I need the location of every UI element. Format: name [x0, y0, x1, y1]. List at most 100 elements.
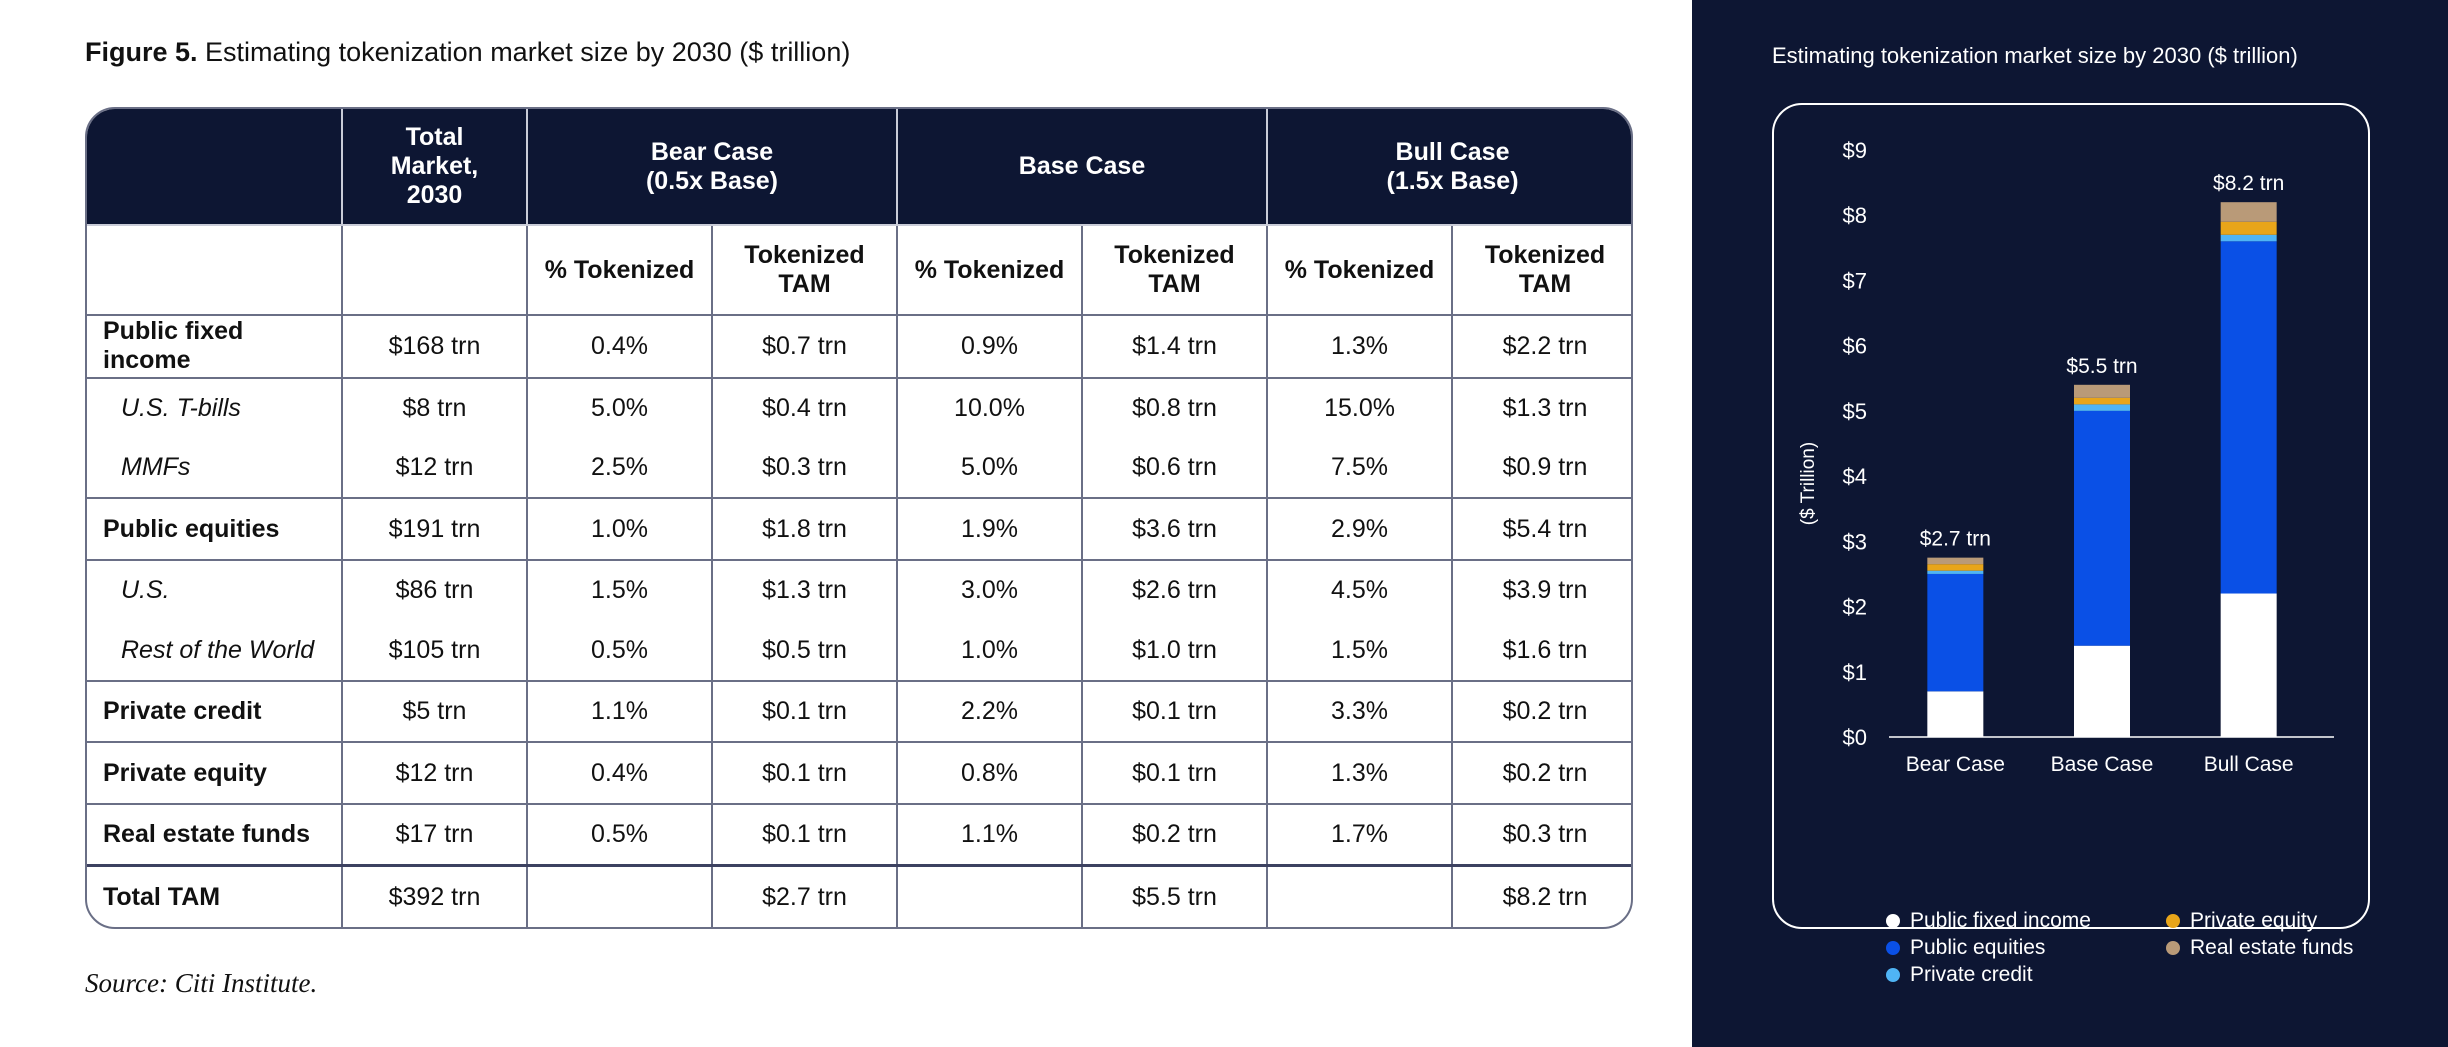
x-tick-label: Bull Case: [2204, 753, 2294, 776]
row-label: MMFs: [87, 438, 343, 500]
legend-dot-icon: [1886, 968, 1900, 982]
cell-bear-tam: $0.7 trn: [711, 314, 898, 379]
cell-bear-tam: $1.8 trn: [711, 497, 898, 561]
subheader-bull-pct: % Tokenized: [1266, 224, 1454, 316]
cell-base-tam: $0.1 trn: [1080, 741, 1269, 805]
cell-base-pct: 0.8%: [896, 741, 1083, 805]
legend-item: Public equities: [1886, 936, 2045, 960]
header-bull-label: Bull Case (1.5x Base): [1386, 137, 1519, 195]
x-tick-label: Base Case: [2051, 753, 2154, 776]
cell-bull-tam: $0.3 trn: [1451, 802, 1631, 867]
cell-bull-pct: [1266, 864, 1454, 927]
table-row: U.S. $86 trn 1.5% $1.3 trn 3.0% $2.6 trn 4.5% $…: [87, 558, 1631, 621]
cell-bull-pct: 7.5%: [1266, 438, 1454, 500]
subheader-bear-pct: % Tokenized: [526, 224, 713, 316]
cell-bear-tam: $0.4 trn: [711, 376, 898, 439]
subheader-base-tam-label: Tokenized TAM: [1114, 241, 1235, 298]
table-row: Private credit $5 trn 1.1% $0.1 trn 2.2% $0.1…: [87, 679, 1631, 744]
bar-segment: [1927, 570, 1984, 574]
row-label: Private equity: [87, 741, 343, 805]
cell-base-pct: 1.9%: [896, 497, 1083, 561]
cell-base-tam: $0.8 trn: [1080, 376, 1269, 439]
y-tick-label: $5: [1843, 399, 1867, 424]
cell-bear-tam: $1.3 trn: [711, 558, 898, 621]
cell-base-tam: $1.0 trn: [1080, 620, 1269, 682]
legend-dot-icon: [2166, 914, 2180, 928]
bar-segment: [1927, 691, 1984, 737]
legend-dot-icon: [1886, 941, 1900, 955]
header-row-1: Total Market, 2030 Bear Case (0.5x Base)…: [87, 109, 1631, 226]
table-row: Total TAM $392 trn $2.7 trn $5.5 trn $8.2 tr…: [87, 864, 1631, 927]
y-tick-label: $3: [1843, 529, 1867, 554]
cell-base-pct: 0.9%: [896, 314, 1083, 379]
cell-bull-pct: 4.5%: [1266, 558, 1454, 621]
cell-bear-pct: 1.1%: [526, 679, 713, 744]
cell-bull-tam: $3.9 trn: [1451, 558, 1631, 621]
row-label: U.S. T-bills: [87, 376, 343, 439]
cell-base-pct: 3.0%: [896, 558, 1083, 621]
cell-bear-pct: 1.0%: [526, 497, 713, 561]
cell-bear-pct: 0.5%: [526, 802, 713, 867]
y-tick-label: $4: [1843, 464, 1867, 489]
cell-base-pct: 1.0%: [896, 620, 1083, 682]
stacked-bar-chart: $0 $1 $2 $3 $4 $5 $6 $7 $8 $9 ($ Trillion) $2.7 trn…: [1798, 138, 2334, 776]
cell-bull-tam: $0.2 trn: [1451, 679, 1631, 744]
figure-label: Figure 5.: [85, 37, 198, 67]
table-row: Public fixed income $168 trn 0.4% $0.7 trn 0…: [87, 314, 1631, 379]
chart-frame: $0 $1 $2 $3 $4 $5 $6 $7 $8 $9 ($ Trillion) $2.7 trn…: [1772, 103, 2370, 986]
cell-base-pct: 10.0%: [896, 376, 1083, 439]
bar-segment: [2074, 384, 2130, 398]
table-row: Private equity $12 trn 0.4% $0.1 trn 0.8% $0.…: [87, 741, 1631, 805]
header-empty: [87, 109, 343, 226]
legend-label: Public fixed income: [1910, 909, 2091, 932]
header-total-market-label: Total Market, 2030: [390, 123, 479, 209]
cell-base-tam: $0.1 trn: [1080, 679, 1269, 744]
row-label: U.S.: [87, 558, 343, 621]
header-base-case: Base Case: [895, 109, 1269, 226]
cell-base-tam: $1.4 trn: [1080, 314, 1269, 379]
cell-base-pct: 1.1%: [896, 802, 1083, 867]
cell-base-tam: $0.6 trn: [1080, 438, 1269, 500]
y-tick-label: $9: [1843, 138, 1867, 163]
subheader-bear-tam: Tokenized TAM: [711, 224, 898, 316]
cell-total: $12 trn: [341, 438, 528, 500]
cell-bear-pct: 0.4%: [526, 741, 713, 805]
header-total-market: Total Market, 2030: [341, 109, 528, 226]
subheader-empty-total: [341, 224, 528, 316]
cell-total: $191 trn: [341, 497, 528, 561]
cell-base-tam: $0.2 trn: [1080, 802, 1269, 867]
bar-total-label: $5.5 trn: [2066, 355, 2137, 378]
table-body: Public fixed income $168 trn 0.4% $0.7 trn 0…: [87, 314, 1631, 927]
legend-item: Private credit: [1886, 963, 2033, 987]
row-label: Total TAM: [87, 864, 343, 927]
cell-total: $5 trn: [341, 679, 528, 744]
header-row-2: % Tokenized Tokenized TAM % Tokenized To…: [87, 224, 1631, 316]
chart-title: Estimating tokenization market size by 2…: [1772, 43, 2298, 68]
bar-segment: [2220, 234, 2277, 242]
table-row: Public equities $191 trn 1.0% $1.8 trn 1.9% $…: [87, 497, 1631, 561]
legend-dot-icon: [2166, 941, 2180, 955]
table-row: MMFs $12 trn 2.5% $0.3 trn 5.0% $0.6 trn 7.5% $…: [87, 438, 1631, 500]
y-tick-label: $7: [1843, 268, 1867, 293]
cell-total: $168 trn: [341, 314, 528, 379]
legend-label: Real estate funds: [2190, 936, 2354, 959]
table-panel: Figure 5. Estimating tokenization market…: [85, 37, 1633, 998]
subheader-bear-tam-label: Tokenized TAM: [744, 241, 865, 298]
header-bull-case: Bull Case (1.5x Base): [1266, 109, 1631, 226]
table-row: Rest of the World $105 trn 0.5% $0.5 trn 1.0…: [87, 620, 1631, 682]
cell-bear-tam: $0.1 trn: [711, 679, 898, 744]
data-table-wrap: Total Market, 2030 Bear Case (0.5x Base)…: [85, 107, 1633, 929]
cell-bear-pct: 0.4%: [526, 314, 713, 379]
row-label: Public equities: [87, 497, 343, 561]
bar-segment: [2220, 221, 2277, 235]
legend-label: Private credit: [1910, 963, 2033, 986]
bar-total-label: $2.7 trn: [1920, 528, 1991, 551]
cell-base-tam: $5.5 trn: [1080, 864, 1269, 927]
bar-segment: [1927, 564, 1984, 571]
figure-title-text: Estimating tokenization market size by 2…: [205, 37, 851, 67]
header-bear-case: Bear Case (0.5x Base): [526, 109, 898, 226]
chart-panel: Estimating tokenization market size by 2…: [1692, 0, 2448, 1047]
cell-bear-pct: 0.5%: [526, 620, 713, 682]
row-label: Public fixed income: [87, 314, 343, 379]
cell-total: $17 trn: [341, 802, 528, 867]
